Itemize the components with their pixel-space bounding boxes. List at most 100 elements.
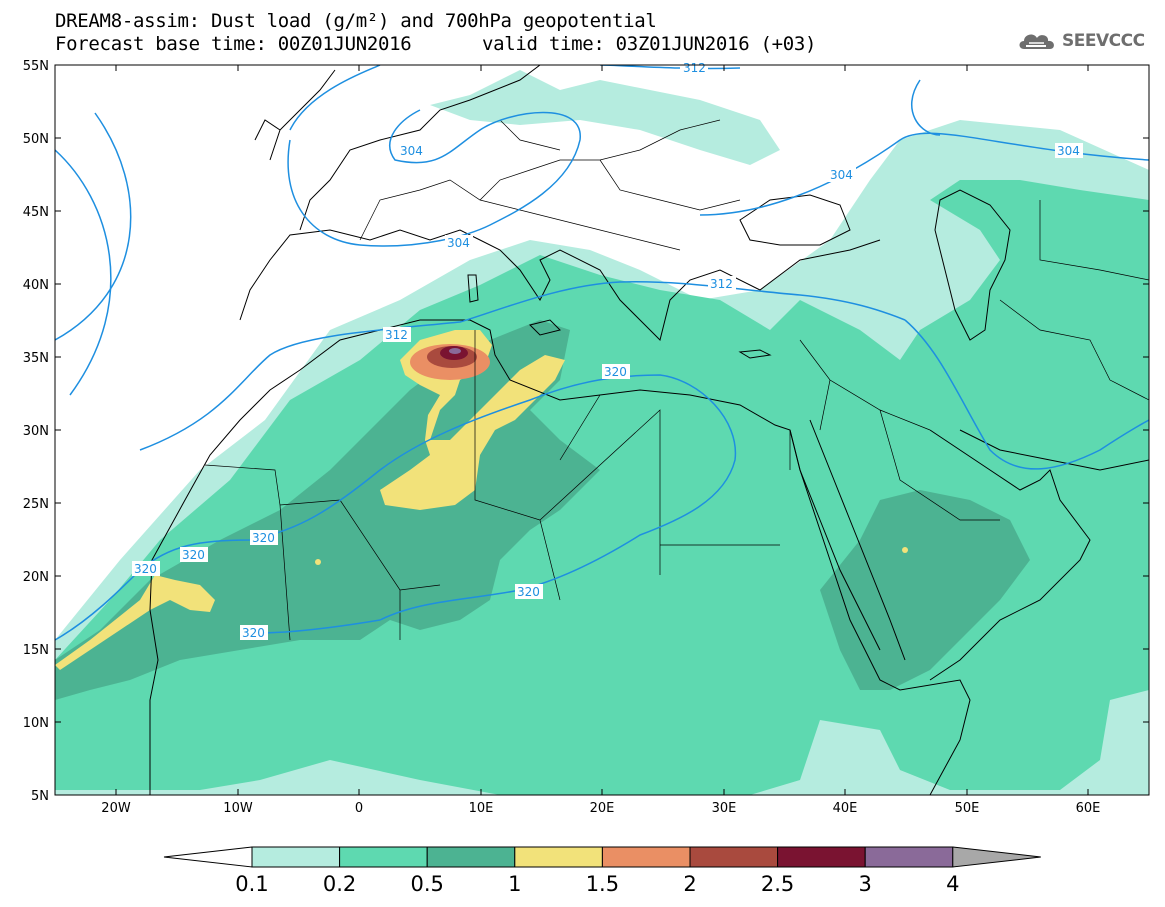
coast-black-sea bbox=[739, 194, 851, 246]
contour-label: 320 bbox=[182, 548, 205, 562]
latitude-axis: 55N 50N 45N 40N 35N 30N 25N 20N 15N 10N … bbox=[23, 59, 1149, 804]
coast-europe bbox=[239, 229, 881, 341]
contour-label: 304 bbox=[830, 168, 853, 182]
longitude-axis: 20W 10W 0 10E 20E 30E 40E 50E 60E bbox=[101, 65, 1100, 816]
coast-red-sea bbox=[789, 419, 906, 661]
coast-persian-gulf bbox=[929, 429, 1091, 681]
contour-label: 304 bbox=[400, 144, 423, 158]
lat-label: 45N bbox=[23, 205, 49, 220]
lat-label: 10N bbox=[23, 716, 49, 731]
lat-label: 30N bbox=[23, 424, 49, 439]
lat-label: 15N bbox=[23, 643, 49, 658]
contour-304-east bbox=[699, 132, 1149, 216]
dust-level-1-west bbox=[55, 575, 215, 670]
lon-label: 50E bbox=[955, 801, 980, 816]
coast-africa bbox=[149, 319, 971, 795]
colorbar-tick-label: 2 bbox=[683, 872, 696, 896]
contour-label-bg bbox=[602, 364, 630, 379]
colorbar-tick-label: 0.2 bbox=[323, 872, 356, 896]
map-title: DREAM8-assim: Dust load (g/m²) and 700hP… bbox=[55, 10, 657, 32]
lat-label: 5N bbox=[31, 789, 49, 804]
lat-label: 55N bbox=[23, 59, 49, 74]
colorbar-tick-label: 1 bbox=[508, 872, 521, 896]
contour-label-bg bbox=[398, 143, 426, 158]
contour-312-north bbox=[139, 280, 906, 451]
colorbar-segment bbox=[777, 846, 866, 868]
colorbar-tick-label: 2.5 bbox=[761, 872, 794, 896]
borders-europe bbox=[359, 119, 741, 251]
contour-label-bg bbox=[680, 60, 708, 75]
colorbar-tick-label: 1.5 bbox=[586, 872, 619, 896]
geopotential-contours bbox=[55, 65, 1149, 641]
coast-caspian bbox=[934, 189, 1011, 341]
contour-320 bbox=[55, 374, 737, 641]
dust-level-0.1-north bbox=[430, 70, 780, 165]
lat-label: 25N bbox=[23, 497, 49, 512]
contour-label: 320 bbox=[517, 585, 540, 599]
contour-label: 312 bbox=[683, 61, 706, 75]
dust-spot-1 bbox=[902, 547, 908, 553]
contour-label-bg bbox=[383, 327, 411, 342]
lon-label: 20W bbox=[101, 801, 131, 816]
contour-312-east bbox=[904, 319, 1149, 470]
contour-312-west bbox=[55, 149, 112, 396]
coast-france-uk bbox=[299, 65, 541, 231]
coast-sardinia bbox=[467, 274, 479, 303]
colorbar-segment bbox=[426, 846, 516, 868]
contour-label: 312 bbox=[710, 277, 733, 291]
contour-label: 304 bbox=[447, 236, 470, 250]
contour-label-bg bbox=[708, 276, 736, 291]
lon-label: 0 bbox=[355, 801, 363, 816]
contour-label: 320 bbox=[242, 626, 265, 640]
borders-middle-east bbox=[799, 200, 1149, 521]
contour-label-bg bbox=[1055, 143, 1083, 158]
lon-label: 10W bbox=[223, 801, 253, 816]
contour-304-west bbox=[55, 112, 132, 341]
borders-africa bbox=[204, 330, 791, 641]
lat-label: 50N bbox=[23, 132, 49, 147]
coastlines bbox=[149, 65, 1149, 795]
colorbar: 0.1 0.2 0.5 1 1.5 2 2.5 3 4 bbox=[163, 846, 1041, 896]
lon-label: 30E bbox=[712, 801, 737, 816]
coast-cyprus bbox=[738, 349, 772, 359]
dust-level-3 bbox=[449, 348, 461, 354]
cloud-logo-icon bbox=[1019, 34, 1054, 49]
coast-uk bbox=[254, 69, 336, 161]
colorbar-tick-label: 3 bbox=[859, 872, 872, 896]
contour-label: 304 bbox=[1057, 144, 1080, 158]
dust-level-0.5-arabia bbox=[820, 490, 1030, 690]
contour-label-bg bbox=[828, 167, 856, 182]
lat-label: 35N bbox=[23, 351, 49, 366]
colorbar-segment bbox=[339, 846, 428, 868]
forecast-base-time: Forecast base time: 00Z01JUN2016 bbox=[55, 33, 412, 55]
valid-time: valid time: 03Z01JUN2016 (+03) bbox=[482, 33, 817, 55]
lon-label: 20E bbox=[590, 801, 615, 816]
contour-label-bg bbox=[132, 561, 160, 576]
contour-label: 320 bbox=[604, 365, 627, 379]
dust-spot-2 bbox=[315, 559, 321, 565]
seevccc-logo: SEEVCCC bbox=[1016, 26, 1145, 56]
contour-ne-curve bbox=[910, 79, 941, 136]
coast-sicily bbox=[529, 319, 561, 336]
contour-label: 320 bbox=[252, 531, 275, 545]
colorbar-segment bbox=[601, 846, 691, 868]
lon-label: 10E bbox=[469, 801, 494, 816]
contour-label-bg bbox=[445, 235, 473, 250]
lat-label: 20N bbox=[23, 570, 49, 585]
colorbar-tick-label: 4 bbox=[946, 872, 959, 896]
colorbar-arrow-left bbox=[163, 846, 253, 868]
contour-label-bg bbox=[250, 530, 278, 545]
colorbar-segment bbox=[251, 846, 341, 868]
colorbar-segment bbox=[864, 846, 954, 868]
colorbar-tick-label: 0.5 bbox=[410, 872, 443, 896]
lon-label: 60E bbox=[1076, 801, 1101, 816]
contour-label-bg bbox=[240, 625, 268, 640]
logo-text: SEEVCCC bbox=[1062, 31, 1145, 51]
contour-label-bg bbox=[180, 547, 208, 562]
colorbar-tick-label: 0.1 bbox=[235, 872, 268, 896]
lat-label: 40N bbox=[23, 278, 49, 293]
contour-304-main bbox=[287, 65, 581, 247]
contour-label-bg bbox=[515, 584, 543, 599]
contour-label: 320 bbox=[134, 562, 157, 576]
